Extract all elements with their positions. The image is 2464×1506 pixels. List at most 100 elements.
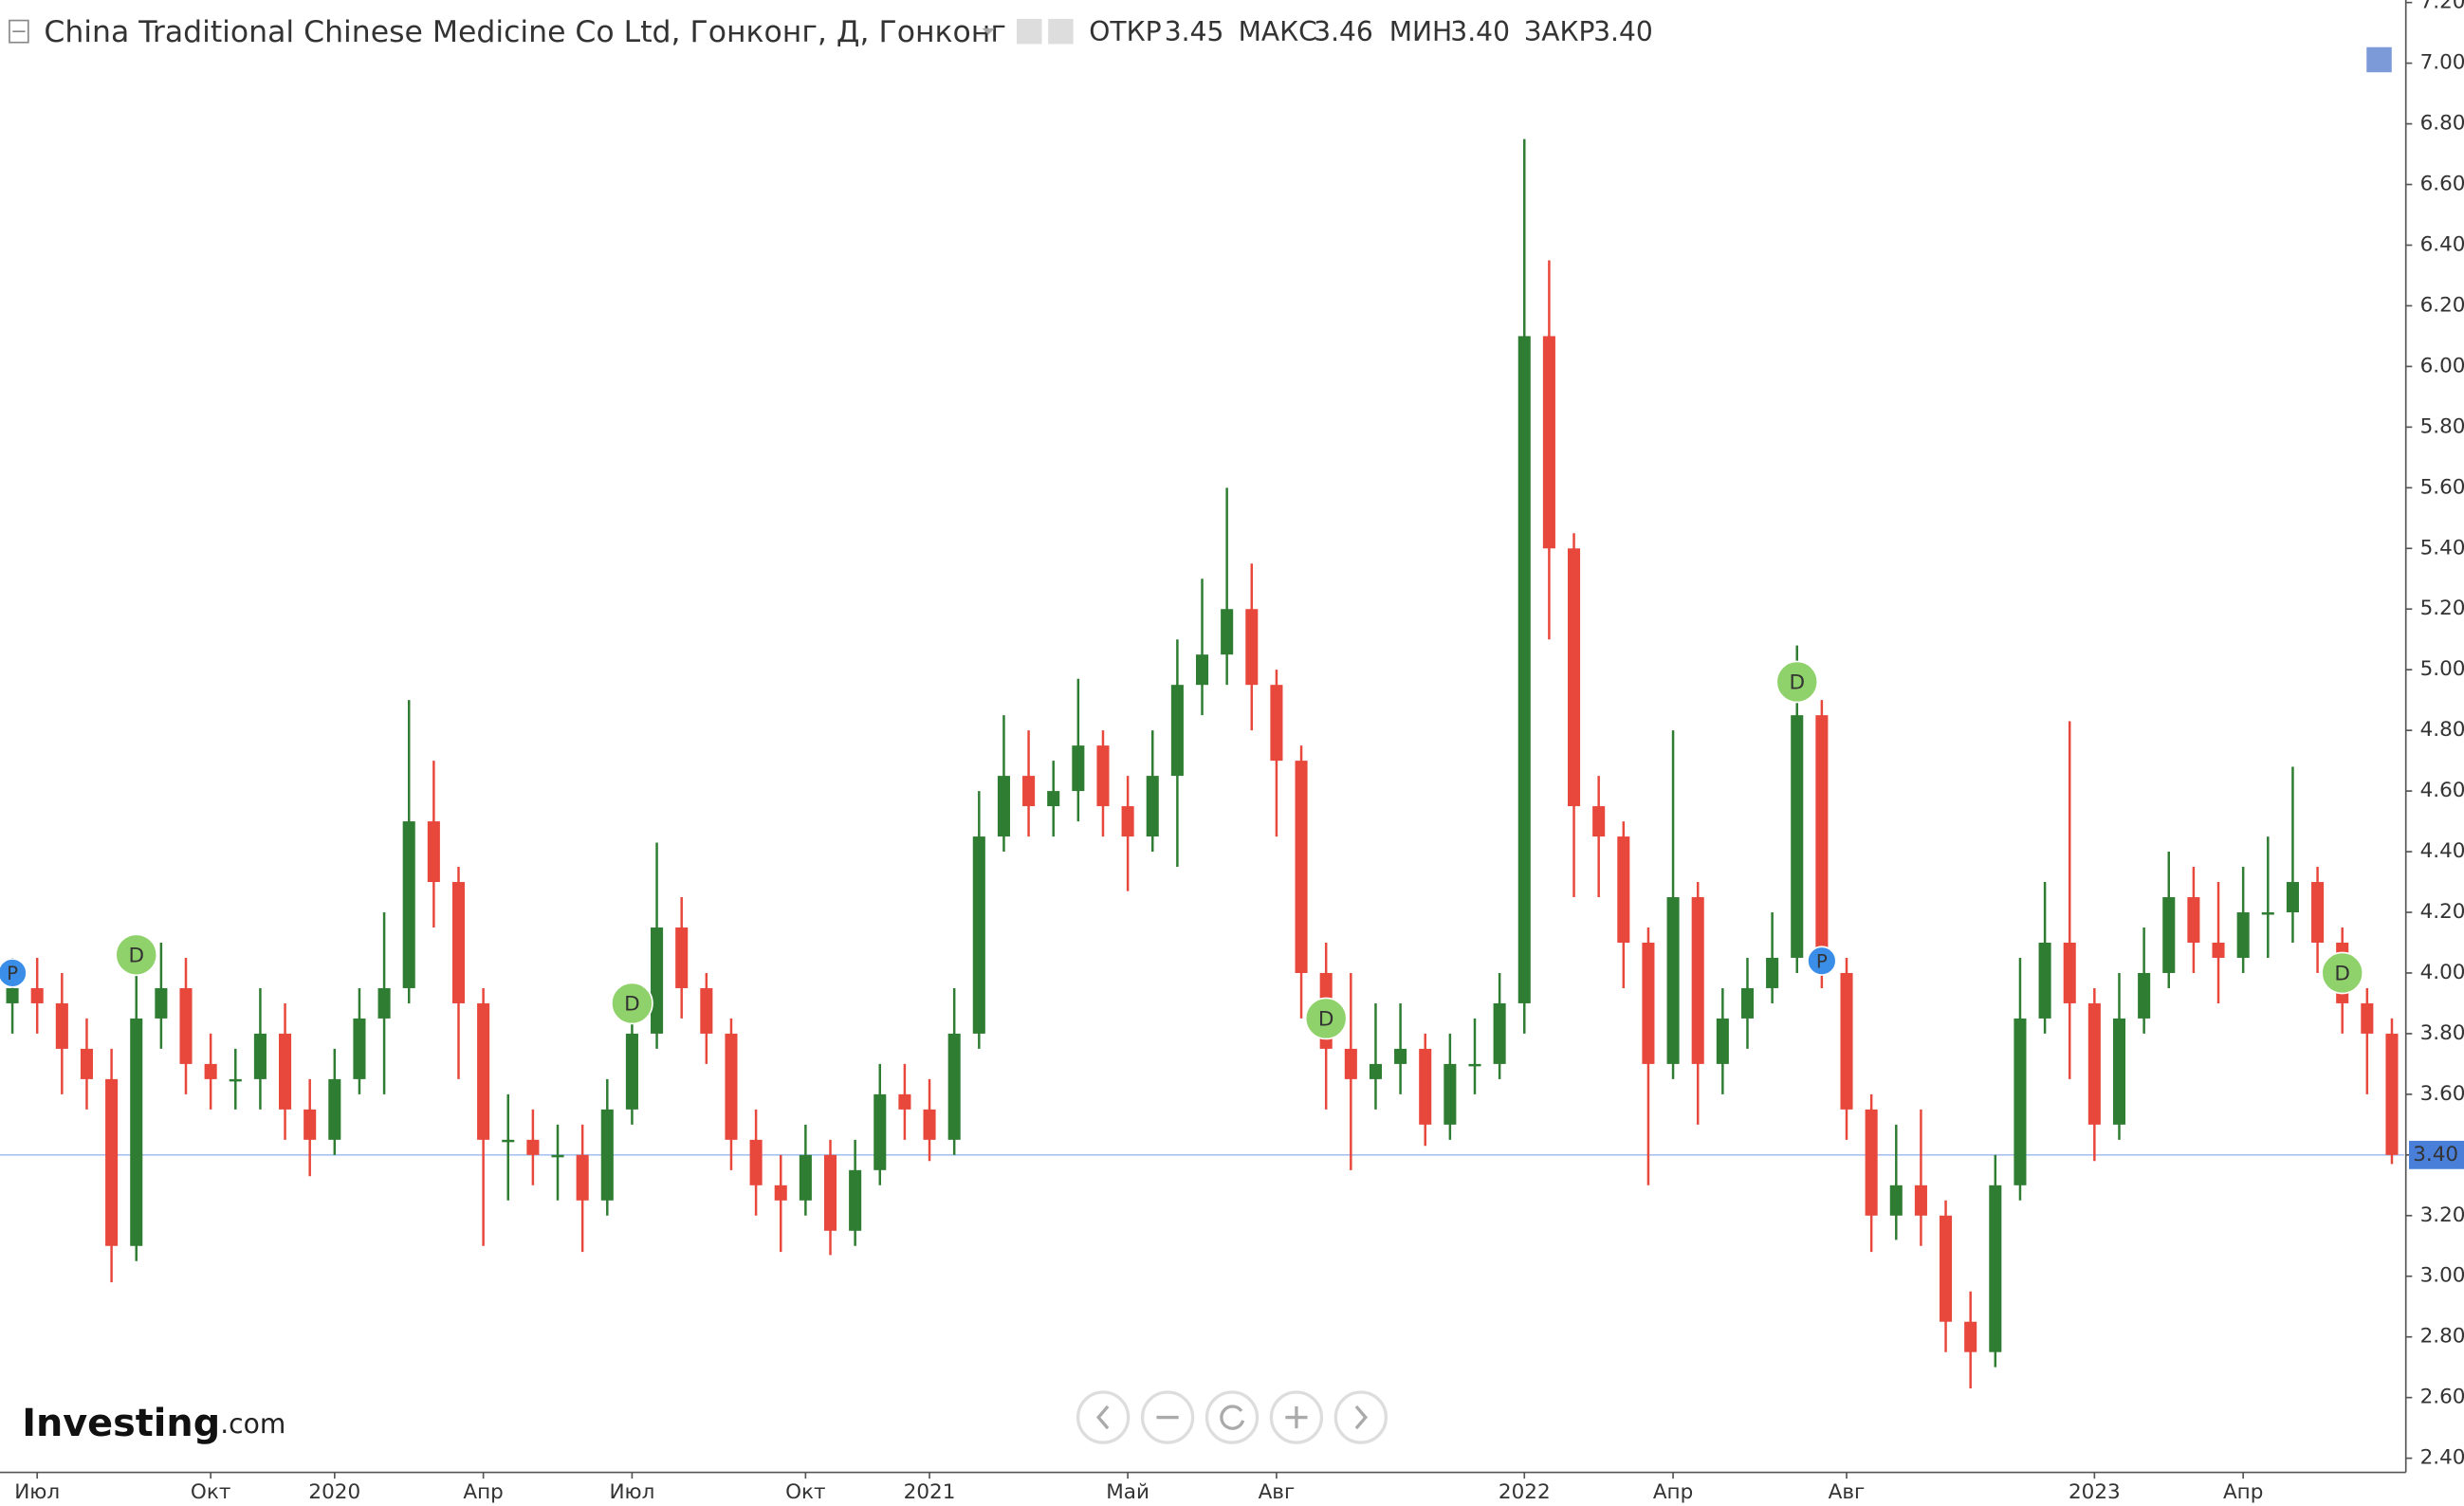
y-tick-label: 5.20 [2420, 597, 2464, 620]
scroll-left-button[interactable] [1076, 1390, 1131, 1444]
candle-body [1047, 791, 1060, 807]
y-tick-label: 2.60 [2420, 1386, 2464, 1409]
candle-body [2212, 942, 2225, 958]
candle [1592, 776, 1606, 898]
candle-body [799, 1154, 812, 1201]
candle-body [179, 987, 193, 1064]
candle [1270, 670, 1283, 837]
candle-body [427, 821, 440, 883]
event-label: P [7, 963, 18, 984]
dropdown-arrow[interactable] [982, 28, 995, 35]
candle [1989, 1154, 2002, 1368]
candle [2112, 972, 2126, 1140]
candle-body [2385, 1033, 2399, 1155]
candle [1766, 912, 1779, 1003]
y-tick-label: 5.60 [2420, 475, 2464, 499]
candle-body [898, 1093, 911, 1110]
candle-body [2187, 897, 2200, 943]
candle-body [502, 1139, 515, 1143]
candle [377, 912, 391, 1094]
candle-body [1716, 1018, 1729, 1064]
candle [1568, 533, 1581, 898]
candle [526, 1109, 540, 1185]
candle-body [1940, 1215, 1953, 1322]
candle-body [377, 987, 391, 1019]
candle-body [774, 1185, 787, 1201]
candle [600, 1078, 614, 1216]
candle-body [2063, 942, 2076, 1003]
candle-body [1791, 715, 1804, 958]
candle-body [353, 1018, 366, 1079]
candle [1666, 730, 1680, 1079]
candle [303, 1078, 317, 1177]
candle [725, 1018, 738, 1170]
settings-icon[interactable] [1048, 18, 1074, 45]
candle-body [2013, 1018, 2027, 1185]
candle-body [1270, 685, 1283, 762]
candle [1517, 138, 1531, 1034]
x-tick-label: Апр [2223, 1480, 2263, 1504]
x-tick-label: 2021 [904, 1480, 956, 1504]
reset-button[interactable] [1204, 1390, 1260, 1444]
candle [353, 987, 366, 1094]
y-tick-label: 6.00 [2420, 354, 2464, 377]
candle [1940, 1200, 1953, 1352]
candle-body [2112, 1018, 2126, 1125]
candle-body [155, 987, 168, 1019]
candle [2087, 987, 2101, 1162]
candle-body [1568, 548, 1581, 807]
candle-body [1344, 1048, 1357, 1079]
y-tick-label: 4.80 [2420, 718, 2464, 742]
eye-icon[interactable] [1017, 18, 1042, 45]
candle [1914, 1109, 1927, 1246]
candle-body [402, 821, 415, 988]
candle [651, 842, 664, 1049]
candle-body [923, 1109, 936, 1140]
y-tick-label: 4.00 [2420, 961, 2464, 984]
scroll-right-button[interactable] [1333, 1390, 1388, 1444]
candle-body [1022, 776, 1036, 807]
event-marker [1775, 660, 1819, 704]
candle-body [2286, 882, 2299, 913]
candle [253, 987, 267, 1110]
logo-brand: Investing [22, 1401, 220, 1444]
candle [1121, 776, 1134, 891]
candle [2286, 766, 2299, 943]
candle [427, 761, 440, 927]
candle [80, 1018, 94, 1110]
candle [477, 987, 490, 1246]
candle-body [6, 987, 19, 1003]
candle-body [30, 987, 44, 1003]
candle [502, 1093, 515, 1201]
candle-body [1592, 806, 1606, 837]
candle-body [2261, 912, 2274, 915]
candle-body [1394, 1048, 1407, 1064]
candle-body [1369, 1063, 1382, 1079]
candle [823, 1139, 837, 1256]
candle-body [1666, 897, 1680, 1064]
candle-body [551, 1154, 564, 1158]
candle [923, 1078, 936, 1162]
last-price-label: 3.40 [2413, 1143, 2458, 1166]
candle-body [1691, 897, 1704, 1064]
candle [2212, 882, 2225, 1003]
candle-body [2162, 897, 2176, 973]
candle-body [972, 836, 985, 1034]
collapse-icon[interactable] [9, 19, 29, 44]
event-marker [1807, 946, 1837, 976]
scale-icon[interactable] [2366, 46, 2392, 73]
candle-body [1740, 987, 1755, 1019]
candle-body [328, 1078, 341, 1140]
event-label: P [1816, 950, 1828, 972]
candle-body [725, 1033, 738, 1140]
x-tick-label: Авг [1259, 1480, 1296, 1504]
y-tick-label: 5.00 [2420, 657, 2464, 681]
candle-body [600, 1109, 614, 1201]
header-label: МИН [1389, 16, 1453, 47]
x-tick-label: Апр [463, 1480, 503, 1504]
candle [1815, 700, 1829, 988]
candle-body [229, 1078, 242, 1082]
candle [2311, 867, 2325, 973]
